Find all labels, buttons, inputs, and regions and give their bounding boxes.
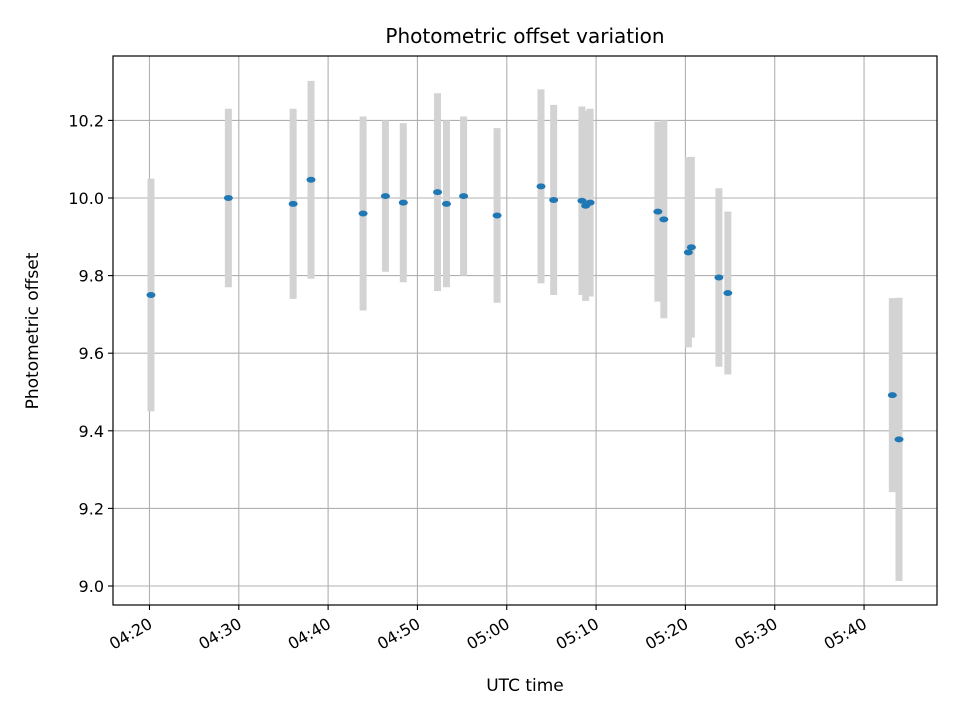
data-point xyxy=(442,201,451,207)
y-tick-label: 9.4 xyxy=(79,422,104,441)
data-point xyxy=(586,200,595,206)
data-point xyxy=(399,200,408,206)
data-point xyxy=(687,244,696,250)
data-point xyxy=(723,290,732,296)
data-point xyxy=(493,212,502,218)
data-point xyxy=(433,189,442,195)
y-tick-label: 10.0 xyxy=(68,189,104,208)
y-tick-label: 9.2 xyxy=(79,499,104,518)
data-point xyxy=(659,216,668,222)
data-point xyxy=(537,183,546,189)
data-point xyxy=(289,201,298,207)
chart-title: Photometric offset variation xyxy=(385,24,664,48)
data-point xyxy=(888,392,897,398)
x-axis-title: UTC time xyxy=(486,676,564,696)
data-point xyxy=(714,275,723,281)
y-tick-label: 10.2 xyxy=(68,111,104,130)
y-tick-label: 9.0 xyxy=(79,577,104,596)
data-point xyxy=(359,211,368,217)
data-point xyxy=(381,193,390,199)
data-point xyxy=(306,177,315,183)
data-point xyxy=(653,209,662,215)
y-tick-label: 9.6 xyxy=(79,344,104,363)
data-point xyxy=(146,292,155,298)
data-point xyxy=(895,436,904,442)
y-axis-title: Photometric offset xyxy=(23,252,43,409)
data-point xyxy=(459,193,468,199)
y-tick-label: 9.8 xyxy=(79,267,104,286)
data-point xyxy=(549,197,558,203)
data-point xyxy=(224,195,233,201)
